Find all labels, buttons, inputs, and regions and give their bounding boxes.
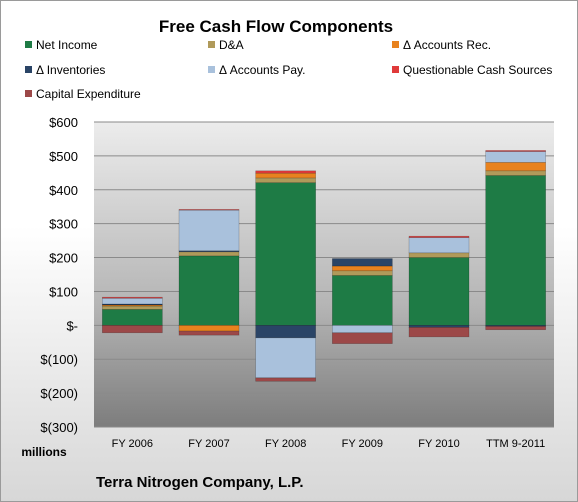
legend-swatch (208, 41, 215, 48)
bar-group-fy-2006 (102, 296, 163, 334)
legend-item-net-income: Net Income (25, 38, 98, 52)
bar-segment-net-income (178, 255, 240, 326)
bar-segment-accounts-rec (485, 162, 546, 172)
bar-segment-inventories (255, 325, 316, 339)
legend-item-questionable-cash-sources: Questionable Cash Sources (392, 63, 552, 77)
x-axis-ticks: FY 2006 FY 2007 FY 2008 FY 2009 FY 2010 TTM 9… (112, 438, 546, 450)
company-name: Terra Nitrogen Company, L.P. (96, 474, 304, 491)
bar-segment-questionable-cash-sources (255, 170, 316, 174)
y-tick-label: $- (66, 318, 78, 333)
legend-swatch (392, 41, 399, 48)
bar-segment-net-income (408, 257, 470, 326)
legend-item-inventories: Δ Inventories (25, 63, 105, 77)
y-axis-ticks: $600 $500 $400 $300 $200 $100 $- $(100) $(200) $(… (40, 115, 78, 435)
bar-segment-questionable-cash-sources (408, 235, 470, 238)
bar-segment-capital-expenditure (408, 327, 470, 338)
bar-segment-questionable-cash-sources (102, 296, 163, 299)
bar-segment-net-income (102, 309, 163, 326)
bar-segment-capital-expenditure (178, 330, 240, 336)
gridlines (94, 121, 554, 428)
bars (102, 150, 546, 382)
bar-group-ttm-9-2011 (485, 150, 546, 331)
y-tick-label: $(200) (40, 386, 78, 401)
y-tick-label: $(100) (40, 352, 78, 367)
x-tick-label: FY 2009 (342, 438, 383, 450)
legend-label: Δ Inventories (36, 63, 105, 77)
y-tick-label: $500 (49, 149, 78, 164)
y-tick-label: $(300) (40, 420, 78, 435)
x-tick-label: FY 2007 (188, 438, 229, 450)
bar-segment-danda (102, 305, 163, 310)
unit-label: millions (21, 445, 67, 459)
bar-segment-capital-expenditure (102, 325, 163, 334)
legend-label: Δ Accounts Rec. (403, 38, 491, 52)
x-tick-label: FY 2006 (112, 438, 153, 450)
legend-swatch (25, 66, 32, 73)
bar-segment-net-income (485, 175, 546, 326)
legend-swatch (208, 66, 215, 73)
bar-group-fy-2009 (332, 258, 393, 344)
legend-swatch (25, 41, 32, 48)
legend-item-accounts-rec: Δ Accounts Rec. (392, 38, 491, 52)
bar-segment-accounts-rec (255, 172, 316, 179)
bar-segment-inventories (332, 258, 393, 267)
plot-area (94, 122, 554, 427)
x-tick-label: FY 2008 (265, 438, 306, 450)
y-tick-label: $600 (49, 115, 78, 130)
bar-segment-accounts-rec (178, 325, 240, 332)
legend: Net Income D&A Δ Accounts Rec. Δ Inventorie… (25, 38, 552, 101)
y-tick-label: $300 (49, 217, 78, 232)
bar-segment-capital-expenditure (255, 377, 316, 382)
bar-segment-accounts-pay (332, 325, 393, 334)
bar-segment-capital-expenditure (485, 326, 546, 331)
bar-group-fy-2008 (255, 170, 316, 382)
bar-group-fy-2010 (408, 235, 470, 338)
bar-segment-net-income (255, 182, 316, 326)
legend-item-capital-expenditure: Capital Expenditure (25, 87, 141, 101)
bar-segment-danda (408, 252, 470, 258)
y-tick-label: $200 (49, 251, 78, 266)
legend-label: Capital Expenditure (36, 87, 141, 101)
bar-segment-accounts-pay (255, 337, 316, 379)
legend-label: Questionable Cash Sources (403, 63, 552, 77)
legend-swatch (25, 90, 32, 97)
bar-segment-danda (485, 170, 546, 176)
bar-segment-capital-expenditure (332, 332, 393, 344)
bar-segment-questionable-cash-sources (178, 209, 240, 211)
legend-swatch (392, 66, 399, 73)
y-tick-label: $400 (49, 183, 78, 198)
legend-label: D&A (219, 38, 244, 52)
bar-segment-danda (332, 270, 393, 276)
bar-segment-net-income (332, 275, 393, 326)
bar-segment-accounts-pay (408, 237, 470, 254)
y-tick-label: $100 (49, 284, 78, 299)
bar-segment-inventories (408, 325, 470, 328)
x-tick-label: TTM 9-2011 (486, 438, 545, 450)
legend-item-danda: D&A (208, 38, 244, 52)
chart-title: Free Cash Flow Components (159, 17, 393, 36)
x-tick-label: FY 2010 (418, 438, 459, 450)
bar-group-fy-2007 (178, 209, 240, 336)
bar-segment-accounts-pay (102, 297, 163, 305)
legend-item-accounts-pay: Δ Accounts Pay. (208, 63, 306, 77)
bar-segment-accounts-pay (178, 209, 240, 252)
legend-label: Net Income (36, 38, 98, 52)
bar-segment-questionable-cash-sources (485, 150, 546, 152)
bar-segment-accounts-rec (332, 265, 393, 272)
bar-segment-accounts-pay (485, 151, 546, 163)
bar-segment-danda (178, 251, 240, 257)
legend-label: Δ Accounts Pay. (219, 63, 306, 77)
bar-segment-danda (255, 177, 316, 183)
